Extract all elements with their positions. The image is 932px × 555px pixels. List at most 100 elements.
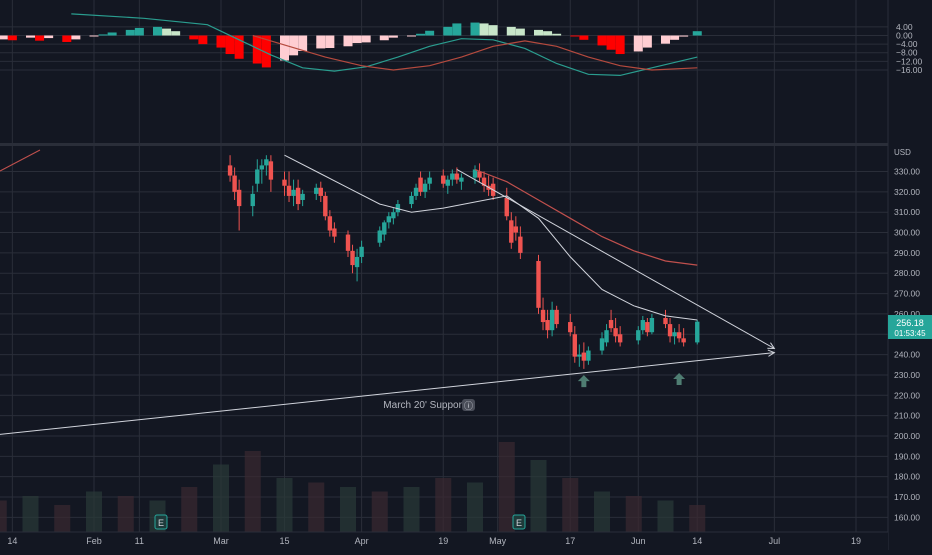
candle-body	[395, 204, 401, 213]
time-tick-label: 17	[565, 536, 575, 546]
trendlines[interactable]	[0, 169, 776, 436]
candle-body	[536, 261, 541, 308]
volume-bar	[308, 482, 325, 532]
candle-body	[518, 236, 523, 253]
macd-tick-label: −8.00	[896, 48, 918, 58]
volume-bar	[0, 500, 7, 532]
macd-histogram-bar	[216, 35, 226, 48]
time-tick-label: 19	[851, 536, 861, 546]
trendline-arrowhead	[767, 342, 776, 350]
candle-body	[672, 332, 677, 337]
time-tick-label: 11	[135, 536, 144, 546]
volume-bar	[625, 496, 642, 532]
countdown: 01:53:45	[894, 329, 926, 338]
macd-pane[interactable]	[0, 13, 702, 77]
indicator-lines	[0, 149, 698, 321]
volume-bar	[594, 491, 610, 532]
candle-body	[549, 309, 555, 331]
candle-body	[445, 179, 450, 186]
note-icon-glyph: ⓘ	[464, 401, 473, 411]
candle-body	[676, 332, 682, 339]
macd-histogram-bar	[71, 35, 81, 40]
volume-layer	[0, 442, 706, 532]
pane-separator[interactable]	[0, 143, 888, 146]
candle-body	[481, 177, 487, 186]
price-axis-bg[interactable]	[888, 0, 932, 550]
macd-histogram-bar	[388, 35, 398, 38]
volume-bar	[435, 478, 452, 532]
macd-histogram-bar	[615, 35, 625, 55]
macd-histogram-bar	[153, 26, 162, 36]
macd-histogram-bar	[543, 31, 553, 36]
price-axis[interactable]: 330.00 320.00 310.00 300.00 290.00 280.00 270.…	[894, 167, 920, 523]
candle-body	[649, 317, 655, 333]
time-tick-label: May	[489, 536, 507, 546]
macd-histogram-bar	[443, 26, 453, 36]
macd-histogram-bar	[692, 31, 702, 36]
candle-body	[572, 334, 577, 357]
markers[interactable]	[577, 373, 686, 388]
candle-body	[509, 220, 514, 243]
earnings-marker[interactable]: E	[512, 514, 526, 530]
macd-histogram-bar	[62, 35, 72, 42]
price-tick-label: 300.00	[894, 228, 920, 238]
volume-bar	[371, 491, 388, 532]
volume-bar	[689, 505, 706, 532]
time-tick-label: Jun	[631, 536, 646, 546]
note-icon[interactable]	[462, 399, 475, 411]
time-axis-bg[interactable]	[0, 532, 888, 550]
support-label[interactable]: March 20' Support	[383, 400, 465, 411]
macd-histogram-bar	[579, 35, 589, 40]
candle-body	[613, 328, 618, 337]
price-tick-label: 260.00	[894, 309, 920, 319]
candle-body	[259, 165, 265, 170]
candle-body	[300, 193, 305, 200]
time-tick-label: Feb	[86, 536, 102, 546]
time-tick-label: 14	[692, 536, 702, 546]
support-annotation[interactable]: March 20' Support ⓘ	[383, 399, 475, 411]
price-tick-label: 310.00	[894, 207, 920, 217]
candle-body	[568, 322, 573, 333]
macd-histogram-bar	[452, 23, 462, 36]
price-tick-label: 230.00	[894, 370, 920, 380]
candle-body	[422, 183, 428, 192]
time-tick-label: Jul	[769, 536, 781, 546]
candle-body	[359, 246, 364, 257]
candle-body	[332, 228, 337, 237]
signal-line	[252, 34, 698, 71]
candle-body	[327, 216, 333, 231]
macd-histogram-bar	[316, 35, 326, 49]
trendline-resistance	[456, 169, 775, 349]
earnings-marker-label: E	[516, 518, 522, 528]
macd-histogram-bar	[479, 23, 489, 36]
macd-histogram-bar	[670, 35, 680, 40]
candle-body	[350, 250, 355, 266]
time-tick-label: 14	[7, 536, 17, 546]
volume-bar	[340, 487, 356, 532]
candle-body	[286, 185, 292, 196]
macd-histogram-bar	[198, 35, 208, 45]
candle-body	[413, 187, 419, 196]
earnings-marker[interactable]: E	[154, 514, 168, 530]
last-price-badge[interactable]: 256.18 01:53:45	[888, 315, 932, 339]
last-price: 256.18	[896, 318, 924, 328]
volume-bar	[22, 496, 39, 532]
macd-histogram-bar	[7, 35, 17, 41]
candle-body	[391, 212, 396, 219]
price-tick-label: 190.00	[894, 451, 920, 461]
volume-bar	[276, 478, 293, 532]
time-axis[interactable]: 14 Feb 11 Mar 15 Apr 19 May 17 Jun 14 Jul 19	[7, 536, 861, 546]
candle-body	[599, 338, 605, 351]
candle-body	[667, 324, 673, 337]
candle-body	[472, 169, 478, 178]
price-pane[interactable]	[227, 155, 700, 369]
candle-body	[227, 165, 233, 176]
macd-histogram-bar	[134, 27, 144, 36]
volume-bar	[117, 496, 134, 532]
candle-body	[577, 354, 582, 357]
macd-axis[interactable]: 4.000.00−4.00−8.00−12.00−16.00	[896, 22, 923, 75]
macd-tick-label: −4.00	[896, 39, 918, 49]
macd-histogram-bar	[26, 35, 35, 38]
